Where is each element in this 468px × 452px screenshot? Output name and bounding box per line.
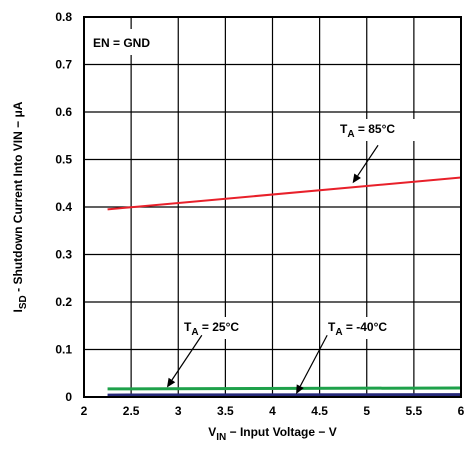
condition-label: EN = GND [93,36,150,50]
tick-labels: 2 2.5 3 3.5 4 4.5 5 5.5 6 0 0.1 0.2 0.3 0.4 0.5 0.6 0.7 0… [55,10,464,418]
x-tick-label: 5.5 [406,404,423,418]
x-tick-label: 4.5 [311,404,328,418]
annotation-25c: TA = 25°C [167,317,260,388]
x-tick-label: 3.5 [217,404,234,418]
annotation-85c: TA = 85°C [336,119,416,183]
series-line-1 [108,388,461,389]
y-tick-label: 0.7 [55,58,72,72]
annotation-85c-arrow [358,145,378,176]
condition-label-box: EN = GND [87,29,171,55]
series-line-0 [108,178,461,210]
x-axis-label: VIN − Input Voltage − V [208,425,336,443]
x-tick-label: 4 [269,404,276,418]
annotation-85c-arrowhead [353,174,361,184]
y-axis-label: ISD - Shutdown Current Into VIN − μA [11,101,29,312]
y-tick-label: 0.3 [55,248,72,262]
x-tick-label: 3 [175,404,182,418]
y-tick-label: 0.2 [55,295,72,309]
y-tick-label: 0.6 [55,105,72,119]
x-tick-label: 5 [363,404,370,418]
annotations: TA = 85°C TA = 25°C TA = -40°C [167,119,416,394]
y-tick-label: 0 [65,390,72,404]
y-tick-label: 0.5 [55,153,72,167]
x-tick-label: 2.5 [123,404,140,418]
annotation-25c-arrow [172,335,202,380]
annotation-minus40c: TA = -40°C [296,317,410,394]
annotation-minus40c-arrow [300,335,327,386]
y-tick-label: 0.1 [55,343,72,357]
x-tick-label: 2 [81,404,88,418]
series-lines [108,178,461,396]
x-tick-label: 6 [458,404,465,418]
y-tick-label: 0.4 [55,200,72,214]
y-tick-label: 0.8 [55,10,72,24]
annotation-25c-arrowhead [167,378,175,388]
